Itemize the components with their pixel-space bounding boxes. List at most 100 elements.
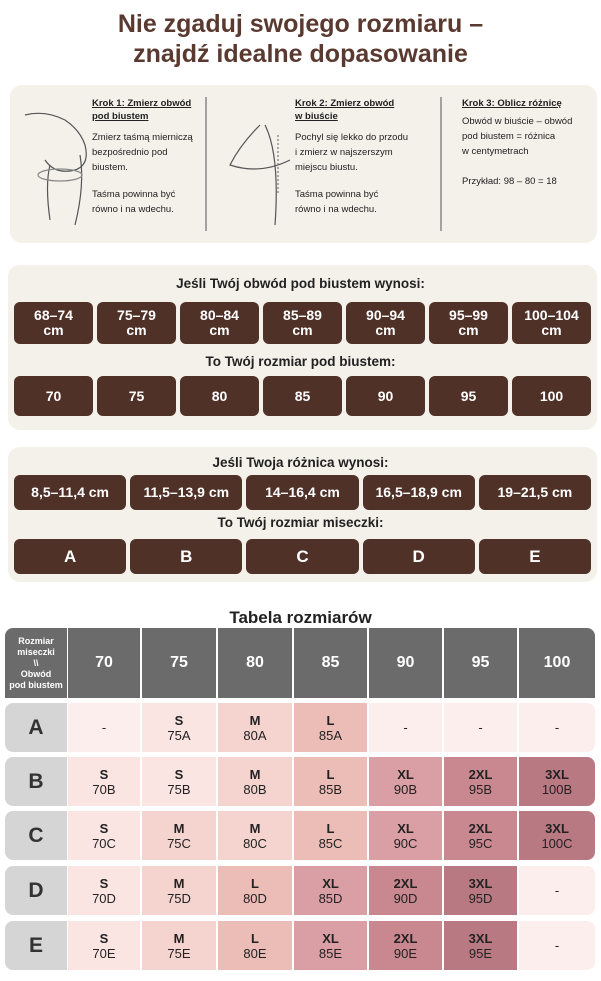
step-text: bezpośrednio pod — [92, 147, 168, 158]
size-label: S — [174, 766, 184, 782]
size-cell: 3XL 100C — [519, 811, 595, 860]
size-cell: L 80D — [218, 866, 292, 915]
question: Jeśli Twój obwód pod biustem wynosi: — [176, 276, 425, 291]
size-label: S — [99, 930, 109, 946]
size-label: 3XL — [468, 930, 493, 946]
range-line: 95–99 — [449, 307, 488, 323]
step-text: Zmierz taśmą mierniczą — [92, 132, 193, 143]
size-cell: - — [519, 866, 595, 915]
size-code: 90B — [393, 781, 418, 797]
size-cell: XL 85E — [294, 921, 367, 970]
size-code: 80B — [243, 781, 267, 797]
size-label: 3XL — [545, 820, 569, 836]
size-label: M — [173, 930, 185, 946]
band-range: 80–84 cm — [180, 302, 259, 344]
cup-size: D — [362, 539, 475, 574]
size-cell: S 70C — [68, 811, 140, 860]
step-text: równo i na wdechu. — [295, 204, 377, 215]
size-cell: S 70D — [68, 866, 140, 915]
step-title: Krok 2: Zmierz obwód — [295, 98, 395, 109]
range-line: cm — [458, 322, 479, 338]
band-range: 68–74 cm — [14, 302, 93, 344]
step-text: Pochyl się lekko do przodu — [295, 132, 409, 143]
size-label: 2XL — [393, 930, 418, 946]
size-label: M — [173, 875, 185, 891]
size-cell: 2XL 95C — [444, 811, 517, 860]
row-header: A — [5, 703, 67, 752]
step-text: pod biustem = różnica — [462, 131, 556, 142]
size-cell: - — [519, 703, 595, 752]
size-code: 70D — [92, 890, 116, 906]
answer: To Twój rozmiar miseczki: — [217, 515, 384, 530]
size-code: 75C — [167, 835, 191, 851]
size-code: 85A — [318, 727, 343, 743]
size-label: - — [101, 720, 107, 735]
size-cell: M 75D — [142, 866, 216, 915]
corner-line: \\ — [33, 657, 39, 668]
range-line: 75–79 — [117, 307, 156, 323]
size-code: 95C — [468, 835, 493, 851]
band-range: 100–104 cm — [512, 302, 591, 344]
row-header: E — [5, 921, 67, 970]
size-cell: - — [68, 703, 140, 752]
column-header: 70 — [68, 628, 140, 698]
size-label: 3XL — [468, 875, 493, 891]
size-cell: L 85B — [294, 757, 367, 806]
size-cell: 2XL 90D — [369, 866, 442, 915]
table-title: Tabela rozmiarów — [229, 608, 372, 627]
step-title: Krok 3: Oblicz różnicę — [462, 98, 562, 109]
step-text: biustem. — [92, 162, 128, 173]
step-title: Krok 1: Zmierz obwód — [92, 98, 192, 109]
cup-size: E — [478, 539, 591, 574]
size-label: M — [249, 712, 261, 728]
band-range: 85–89 cm — [263, 302, 342, 344]
step-text: Taśma powinna być — [295, 189, 379, 200]
step-text: Taśma powinna być — [92, 189, 176, 200]
corner-line: miseczki — [17, 646, 55, 657]
range-line: 85–89 — [283, 307, 322, 323]
size-label: S — [99, 820, 109, 836]
cup-range: 8,5–11,4 cm — [14, 475, 127, 510]
size-code: 95B — [468, 781, 493, 797]
range-line: cm — [292, 322, 313, 338]
size-code: 75B — [167, 781, 191, 797]
size-label: S — [174, 712, 184, 728]
size-code: 95D — [468, 890, 493, 906]
size-cell: L 85C — [294, 811, 367, 860]
size-code: 80C — [243, 835, 267, 851]
step-text: miejscu biustu. — [295, 162, 358, 173]
band-size: 100 — [512, 376, 591, 416]
row-header: B — [5, 757, 67, 806]
size-code: 90E — [393, 945, 418, 961]
row-header: C — [5, 811, 67, 860]
range-line: cm — [126, 322, 147, 338]
size-label: 2XL — [468, 766, 493, 782]
range-line: cm — [375, 322, 396, 338]
size-code: 85C — [318, 835, 343, 851]
size-code: 90D — [393, 890, 418, 906]
column-header: 100 — [519, 628, 595, 698]
size-code: 70B — [92, 781, 116, 797]
band-size: 90 — [346, 376, 425, 416]
size-code: 90C — [393, 835, 418, 851]
title-line: znajdź idealne dopasowanie — [133, 40, 468, 68]
size-label: 3XL — [545, 766, 569, 782]
size-cell: S 70E — [68, 921, 140, 970]
size-code: 75A — [167, 727, 191, 743]
band-range: 95–99 cm — [429, 302, 508, 344]
size-code: 85B — [318, 781, 343, 797]
size-cell: M 75E — [142, 921, 216, 970]
size-label: M — [173, 820, 185, 836]
size-cell: M 80A — [218, 703, 292, 752]
steps-panel — [10, 85, 597, 243]
size-cell: XL 90B — [369, 757, 442, 806]
size-code: 95E — [468, 945, 493, 961]
size-code: 100B — [541, 781, 573, 797]
size-label: L — [326, 820, 335, 836]
size-label: XL — [397, 766, 414, 782]
corner-line: Rozmiar — [18, 635, 54, 646]
range-line: 68–74 — [34, 307, 73, 323]
size-code: 70C — [92, 835, 116, 851]
step-text: Przykład: 98 – 80 = 18 — [462, 176, 557, 187]
size-label: XL — [322, 875, 339, 891]
